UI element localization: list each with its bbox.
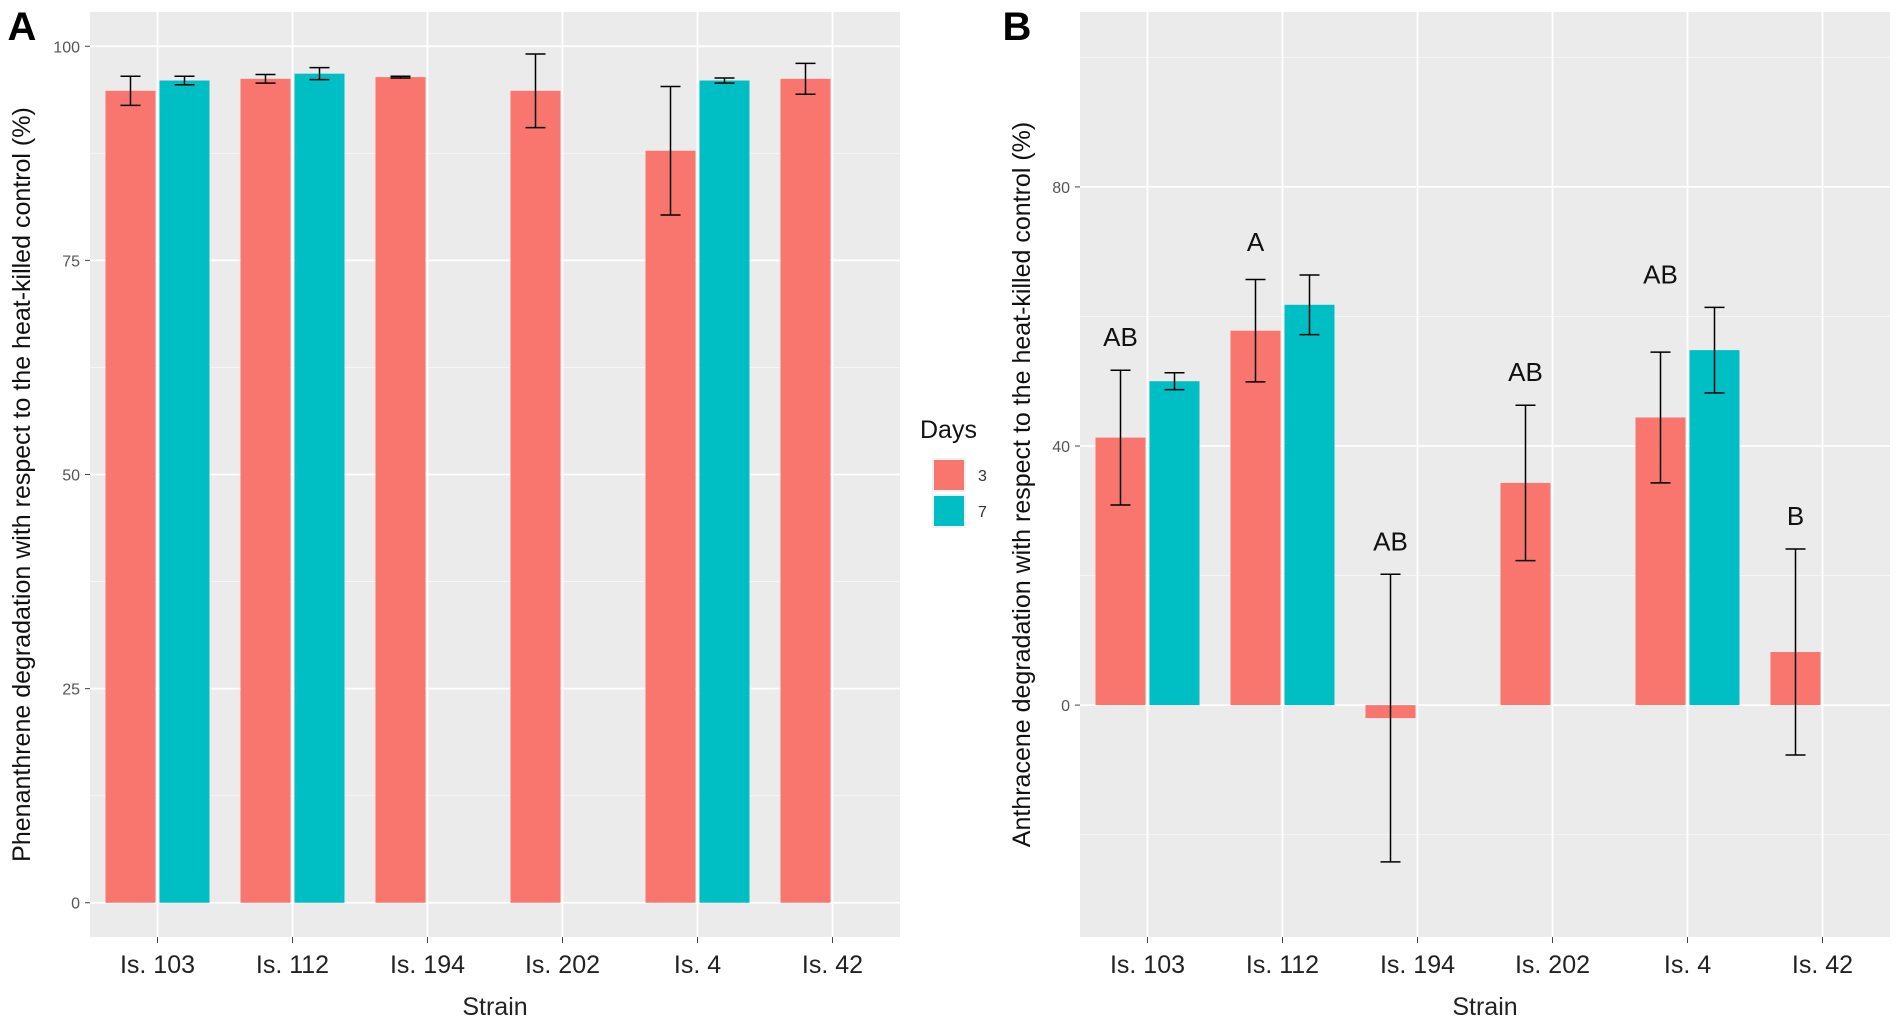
panel-a-x-tick-label-is-194: Is. 194 [390, 951, 465, 979]
panel-a: 0 25 50 75 100 Is. 103 Is. 112 Is. 194 Is. 202 Is… [8, 5, 900, 1021]
panel-b-annotation-is-103: AB [1103, 322, 1138, 352]
panel-b-letter: B [1003, 5, 1032, 49]
panel-a-bar-is-112-day-3 [240, 78, 291, 903]
panel-b-bar-is-103-day-7 [1149, 381, 1200, 706]
legend: Days 3 7 [920, 416, 987, 528]
panel-a-y-tick-label: 100 [53, 39, 80, 56]
legend-swatch-3 [934, 460, 964, 490]
panel-a-y-tick-label: 75 [62, 253, 80, 270]
panel-b-y-tick-label: 0 [1061, 698, 1070, 715]
panel-a-bar-is-202-day-3 [510, 90, 561, 903]
legend-label-3: 3 [978, 468, 987, 485]
panel-b-annotation-is-194: AB [1373, 526, 1408, 556]
panel-a-x-tick-label-is-103: Is. 103 [120, 951, 195, 979]
panel-b-bar-is-112-day-7 [1284, 304, 1335, 706]
legend-label-7: 7 [978, 504, 987, 521]
panel-a-x-tick-label-is-4: Is. 4 [674, 951, 721, 979]
panel-b-x-tick-label-is-42: Is. 42 [1792, 951, 1853, 979]
panel-b-x-tick-label-is-4: Is. 4 [1664, 951, 1711, 979]
panel-b-plot-background [1080, 12, 1890, 937]
panel-b-y-axis-title: Anthracene degradation with respect to t… [1008, 122, 1036, 847]
panel-b-x-tick-label-is-103: Is. 103 [1110, 951, 1185, 979]
panel-a-bar-is-4-day-7 [699, 80, 750, 903]
panel-b-bar-is-112-day-3 [1230, 330, 1281, 706]
panel-b-annotation-is-202: AB [1508, 357, 1543, 387]
panel-a-y-tick-label: 50 [62, 468, 80, 485]
panel-b-y-tick-label: 80 [1052, 180, 1070, 197]
panel-a-y-tick-label: 25 [62, 682, 80, 699]
panel-b-x-tick-label-is-194: Is. 194 [1380, 951, 1455, 979]
panel-b-bar-is-4-day-7 [1689, 350, 1740, 706]
panel-a-bar-is-4-day-3 [645, 150, 696, 903]
panel-a-bar-is-42-day-3 [780, 78, 831, 903]
panel-a-x-tick-label-is-42: Is. 42 [802, 951, 863, 979]
panel-a-bar-is-194-day-3 [375, 77, 426, 903]
panel-a-bar-is-103-day-3 [105, 90, 156, 903]
panel-b-annotation-is-42: B [1787, 501, 1804, 531]
legend-title: Days [920, 416, 977, 444]
panel-b-x-tick-label-is-202: Is. 202 [1515, 951, 1590, 979]
panel-a-x-axis-title: Strain [462, 993, 527, 1021]
panel-b-annotation-is-4: AB [1643, 259, 1678, 289]
panel-a-x-tick-label-is-112: Is. 112 [256, 951, 329, 979]
panel-a-bar-is-103-day-7 [159, 80, 210, 903]
panel-a-y-tick-label: 0 [71, 896, 80, 913]
panel-b-y-tick-label: 40 [1052, 439, 1070, 456]
panel-b-annotation-is-112: A [1247, 227, 1265, 257]
panel-b: 0 40 80 Is. 103 Is. 112 Is. 194 Is. 202 Is. 4 Is… [1003, 5, 1890, 1021]
panel-a-bar-is-112-day-7 [294, 73, 345, 903]
panel-a-letter: A [8, 5, 37, 49]
panel-b-x-tick-label-is-112: Is. 112 [1246, 951, 1319, 979]
panel-a-y-axis-title: Phenanthrene degradation with respect to… [8, 107, 36, 862]
panel-a-x-tick-label-is-202: Is. 202 [525, 951, 600, 979]
panel-b-x-axis-title: Strain [1452, 993, 1517, 1021]
legend-swatch-7 [934, 496, 964, 526]
